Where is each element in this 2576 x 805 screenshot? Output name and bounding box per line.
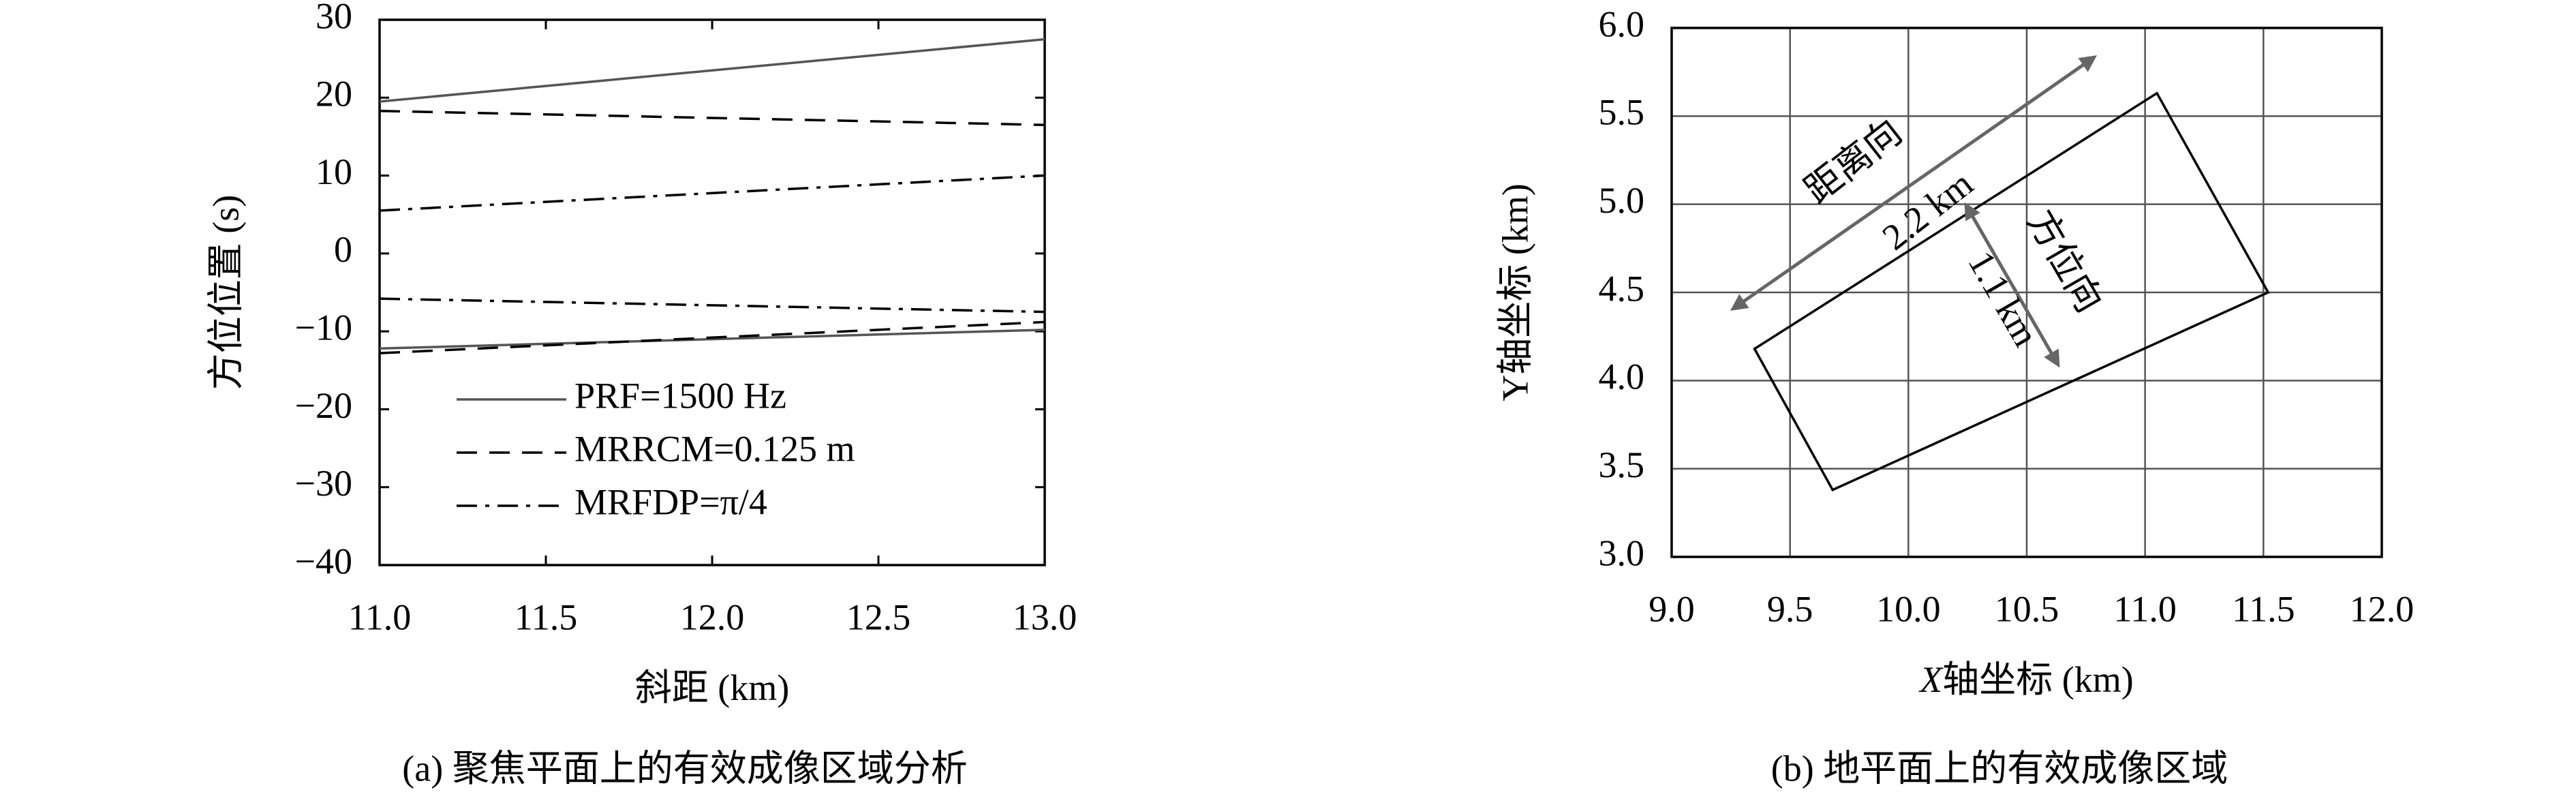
y-tick-label: −10 bbox=[295, 307, 352, 348]
annotation: 1.1 km bbox=[1960, 244, 2046, 353]
x-tick-label: 13.0 bbox=[1013, 596, 1077, 637]
y-tick-label: 5.0 bbox=[1599, 180, 1645, 221]
caption: (a) 聚焦平面上的有效成像区域分析 bbox=[402, 748, 967, 789]
y-tick-label: 20 bbox=[316, 74, 352, 115]
x-axis-label-text: 轴坐标 (km) bbox=[1942, 659, 2133, 700]
x-tick-label: 12.0 bbox=[2350, 588, 2414, 629]
x-tick-label: 10.0 bbox=[1876, 588, 1941, 629]
x-axis-label-text: 斜距 (km) bbox=[635, 667, 789, 708]
plot-frame bbox=[378, 18, 1046, 566]
data-line bbox=[379, 320, 1045, 354]
y-tick-label: −40 bbox=[295, 541, 352, 581]
data-line bbox=[379, 329, 1045, 350]
plot-frame bbox=[1670, 27, 2383, 558]
azimuth-arrow bbox=[1964, 202, 2060, 368]
x-tick-label: 11.0 bbox=[348, 596, 412, 637]
y-tick-label: 4.5 bbox=[1599, 268, 1645, 309]
y-tick-label: 10 bbox=[316, 151, 352, 192]
y-tick-label: 4.0 bbox=[1599, 356, 1645, 397]
x-tick-label: 9.0 bbox=[1649, 588, 1695, 629]
legend-label: MRFDP=π/4 bbox=[574, 481, 767, 522]
y-axis-label: Y轴坐标 (km) bbox=[1494, 183, 1535, 401]
data-line bbox=[379, 37, 1045, 103]
x-tick-label: 11.0 bbox=[2113, 588, 2177, 629]
data-line bbox=[379, 174, 1045, 212]
annotation: 方位向 bbox=[2019, 203, 2110, 319]
y-tick-label: 5.5 bbox=[1599, 92, 1645, 133]
x-axis-label: X轴坐标 (km) bbox=[1918, 659, 2133, 700]
x-axis-label-italic: X bbox=[1918, 659, 1944, 700]
x-tick-label: 11.5 bbox=[2232, 588, 2295, 629]
legend-label: PRF=1500 Hz bbox=[574, 375, 786, 416]
y-tick-label: 3.0 bbox=[1599, 532, 1645, 573]
y-tick-label: −20 bbox=[295, 385, 352, 426]
legend-label: MRRCM=0.125 m bbox=[574, 428, 855, 469]
annotation: 2.2 km bbox=[1875, 163, 1980, 258]
range-arrow bbox=[1730, 55, 2098, 311]
data-line bbox=[379, 109, 1045, 127]
x-tick-label: 10.5 bbox=[1995, 588, 2059, 629]
x-axis-label: 斜距 (km) bbox=[635, 667, 789, 708]
y-axis-label: 方位位置 (s) bbox=[205, 195, 246, 390]
data-line bbox=[379, 297, 1045, 314]
y-tick-label: 30 bbox=[316, 0, 352, 36]
y-tick-label: 6.0 bbox=[1599, 3, 1645, 44]
y-tick-label: 3.5 bbox=[1599, 444, 1645, 485]
caption: (b) 地平面上的有效成像区域 bbox=[1771, 748, 2228, 789]
y-tick-label: 0 bbox=[334, 229, 352, 270]
x-tick-label: 12.0 bbox=[680, 596, 745, 637]
x-tick-label: 12.5 bbox=[846, 596, 911, 637]
y-tick-label: −30 bbox=[295, 463, 352, 504]
x-tick-label: 9.5 bbox=[1767, 588, 1813, 629]
x-tick-label: 11.5 bbox=[515, 596, 578, 637]
